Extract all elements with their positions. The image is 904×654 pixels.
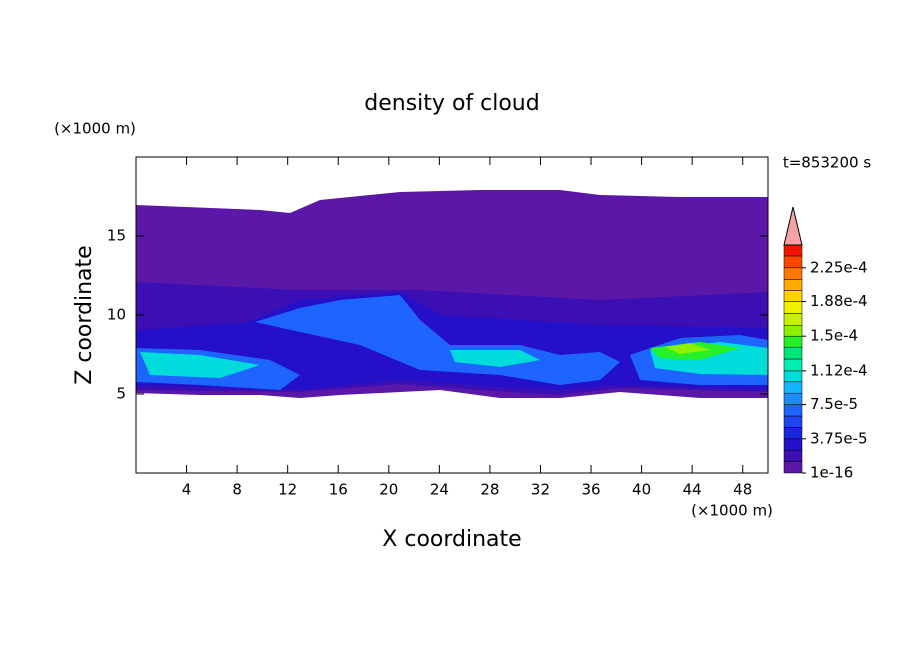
colorbar-band — [783, 346, 803, 360]
contour-region — [450, 350, 540, 367]
contour-region — [140, 352, 260, 378]
colorbar-extend — [783, 206, 803, 246]
colorbar-band — [783, 404, 803, 417]
colorbar-band — [783, 415, 803, 428]
colorbar-band — [783, 301, 803, 314]
x-unit: (×1000 m) — [691, 502, 773, 520]
y-tick-label: 10 — [107, 306, 126, 324]
contour-field — [136, 190, 768, 398]
x-tick-label: 24 — [430, 481, 449, 499]
colorbar-band — [783, 392, 803, 405]
contour-region — [255, 295, 620, 385]
x-tick-label: 44 — [683, 481, 702, 499]
colorbar-band — [783, 255, 803, 269]
colorbar-band — [783, 325, 803, 337]
colorbar-tick-label: 1.12e-4 — [810, 361, 868, 379]
x-tick-label: 20 — [379, 481, 398, 499]
colorbar-band — [783, 438, 803, 451]
colorbar-tick-label: 7.5e-5 — [810, 395, 858, 413]
x-axis-label: X coordinate — [382, 527, 521, 552]
x-tick-label: 12 — [278, 481, 297, 499]
y-axis-label: Z coordinate — [72, 245, 97, 384]
colorbar-tick-label: 1e-16 — [810, 464, 853, 482]
colorbar-band — [783, 461, 803, 474]
colorbar-band — [783, 427, 803, 440]
x-tick-label: 48 — [733, 481, 752, 499]
y-unit: (×1000 m) — [54, 120, 136, 138]
y-tick-label: 5 — [116, 385, 126, 403]
colorbar-tick-label: 1.88e-4 — [810, 292, 868, 310]
x-tick-label: 36 — [581, 481, 600, 499]
colorbar-band — [783, 313, 803, 326]
colorbar-tick-label: 2.25e-4 — [810, 258, 868, 276]
x-tick-label: 28 — [480, 481, 499, 499]
colorbar-band — [783, 370, 803, 383]
colorbar-band — [783, 279, 803, 291]
x-tick-label: 4 — [182, 481, 192, 499]
colorbar-band — [783, 381, 803, 394]
y-tick-label: 15 — [107, 227, 126, 245]
colorbar-band — [783, 449, 803, 462]
colorbar-band — [783, 335, 803, 348]
contour-region — [665, 343, 710, 354]
x-tick-label: 40 — [632, 481, 651, 499]
x-tick-label: 16 — [329, 481, 348, 499]
time-annotation: t=853200 s — [783, 154, 871, 172]
x-tick-label: 8 — [232, 481, 242, 499]
colorbar-band — [783, 290, 803, 302]
colorbar-band — [783, 267, 803, 280]
colorbar-tick-label: 3.75e-5 — [810, 429, 868, 447]
chart-title: density of cloud — [364, 91, 539, 116]
x-tick-label: 32 — [531, 481, 550, 499]
colorbar-tick-label: 1.5e-4 — [810, 327, 858, 345]
colorbar-band — [783, 358, 803, 372]
colorbar-band — [783, 244, 803, 257]
